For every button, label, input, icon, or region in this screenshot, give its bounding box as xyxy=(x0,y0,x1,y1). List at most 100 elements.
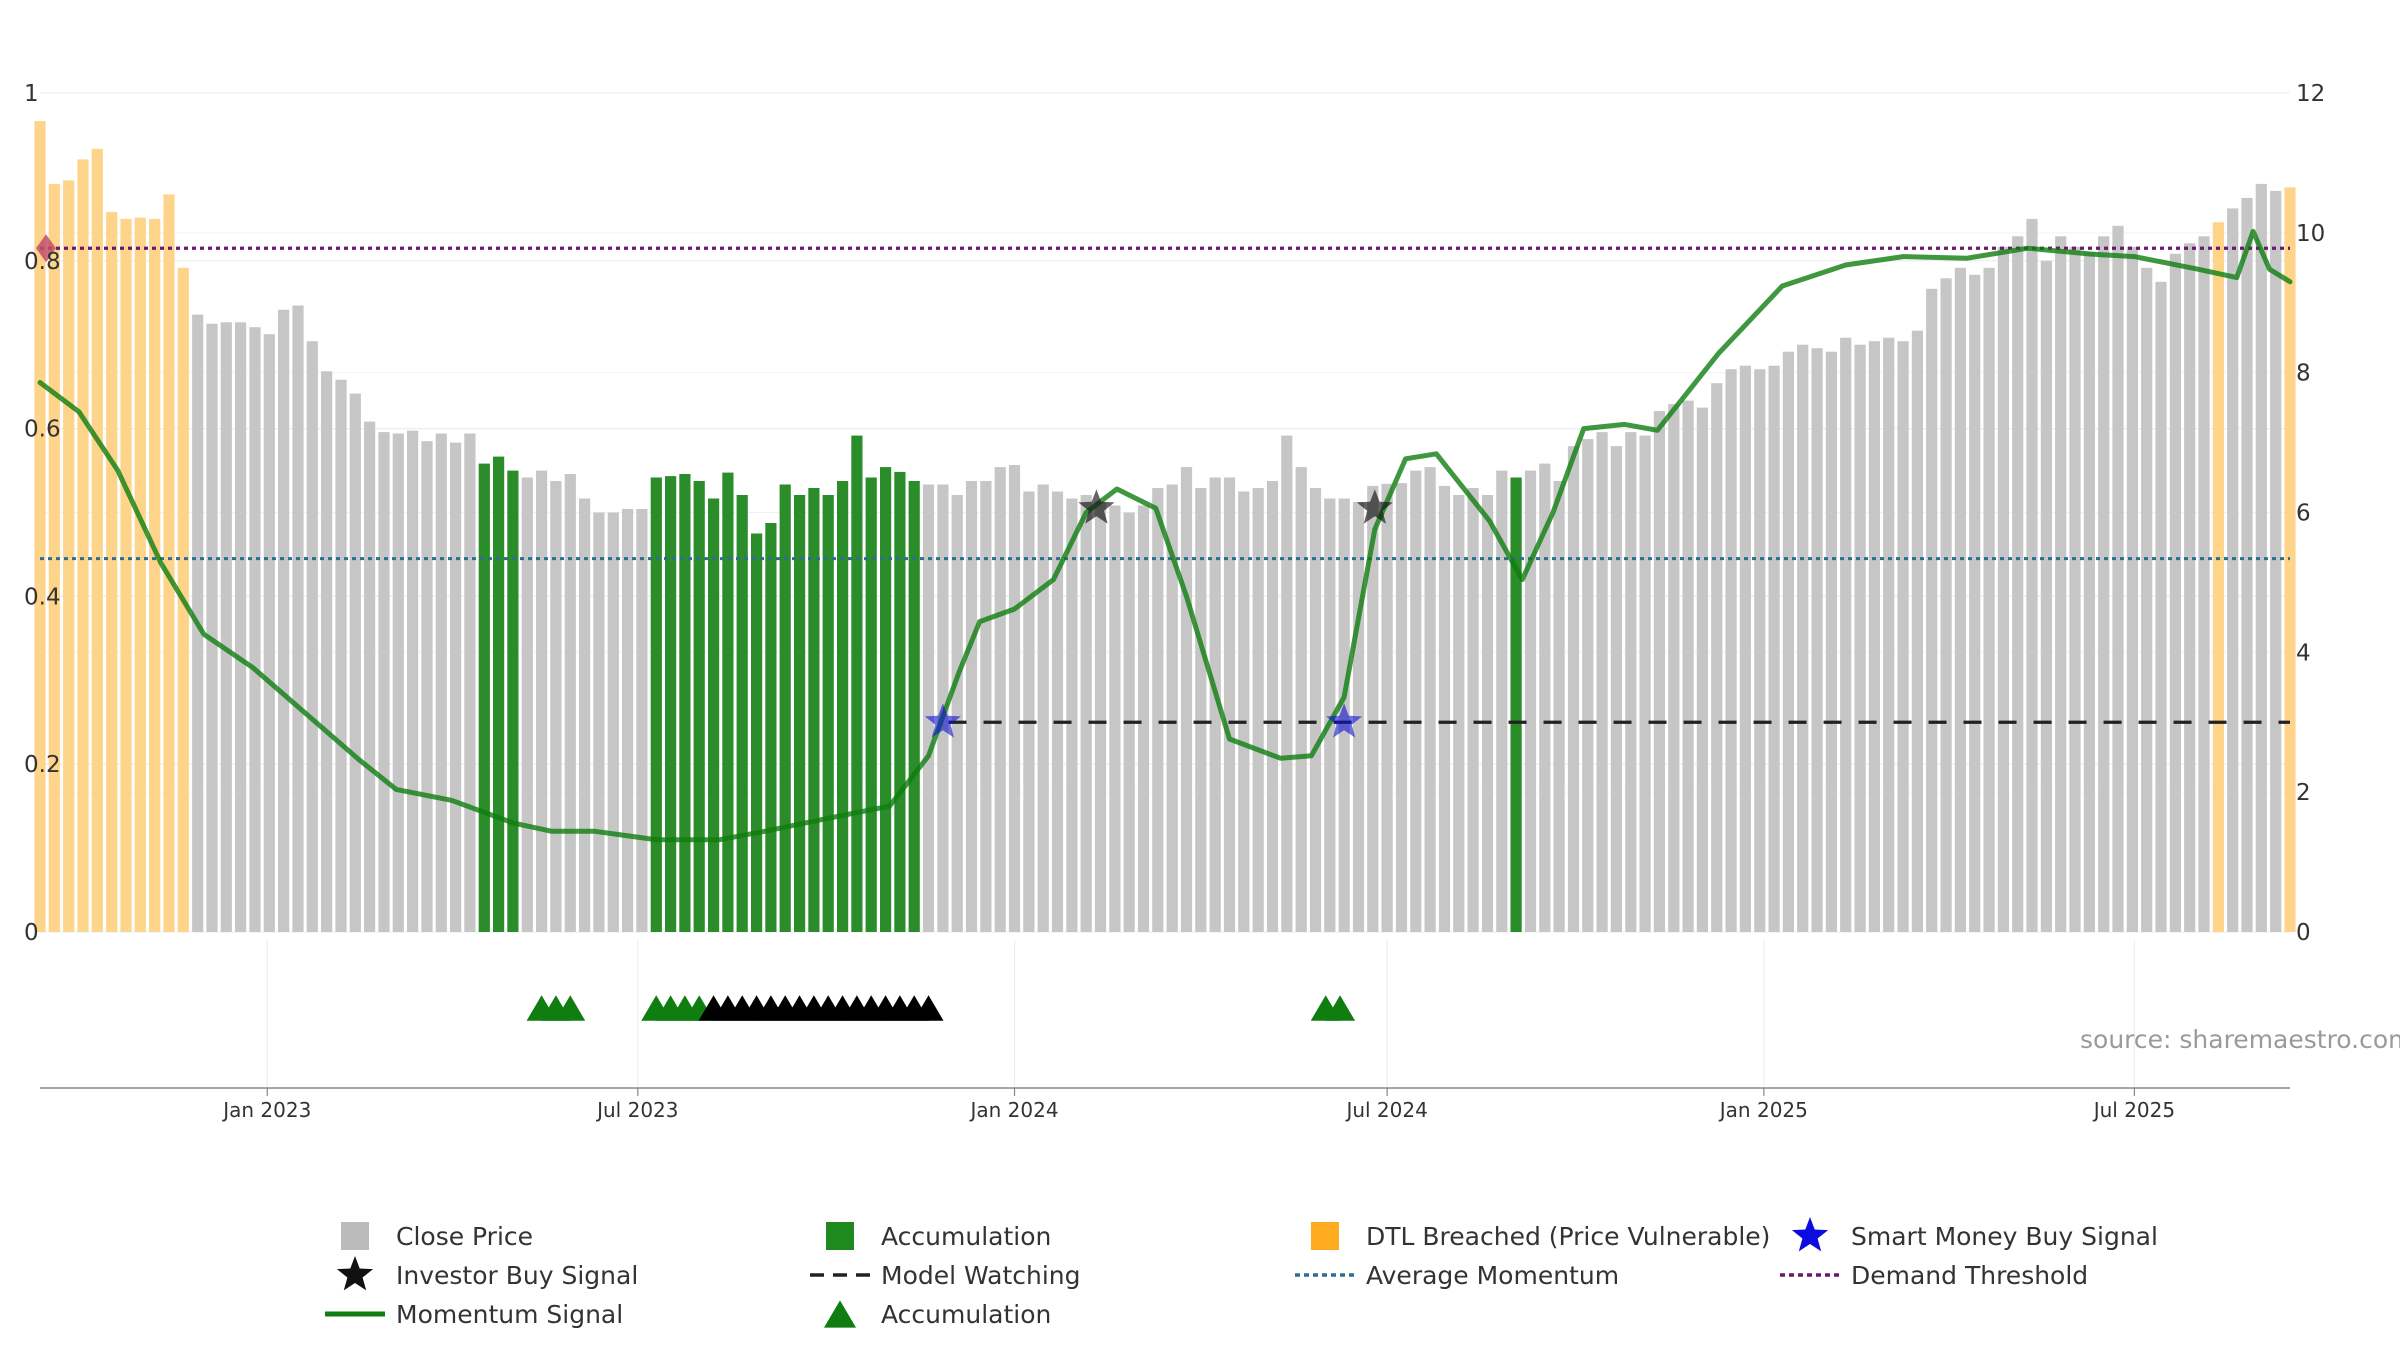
close-price-bar xyxy=(1954,267,1966,932)
close-price-bar xyxy=(1424,467,1436,932)
close-price-bar xyxy=(364,421,376,932)
accumulation-bar xyxy=(708,498,720,932)
legend-label: Investor Buy Signal xyxy=(396,1261,638,1290)
legend-item: Average Momentum xyxy=(1295,1261,1619,1290)
accumulation-bar xyxy=(779,484,791,932)
smart-money-buy-signal xyxy=(924,703,961,738)
demand-threshold-marker xyxy=(36,234,56,263)
close-price-bar xyxy=(2141,267,2153,932)
legend-item: Investor Buy Signal xyxy=(336,1256,638,1291)
close-price-bar xyxy=(1166,484,1178,932)
accumulation-marker xyxy=(1325,995,1356,1021)
x-tick-label: Jan 2023 xyxy=(221,1098,311,1122)
close-price-bar xyxy=(1008,465,1021,932)
close-price-bar xyxy=(2241,197,2253,932)
close-price-bar xyxy=(994,467,1006,932)
accumulation-bar xyxy=(493,456,505,932)
close-price-bar xyxy=(1195,488,1207,932)
close-price-bar xyxy=(2055,236,2067,933)
close-price-bar xyxy=(292,305,304,932)
close-price-bar xyxy=(1582,439,1594,932)
close-price-bar xyxy=(1109,505,1121,932)
close-price-bar xyxy=(2126,246,2138,933)
close-price-bar xyxy=(1051,491,1064,932)
legend-label: Smart Money Buy Signal xyxy=(1851,1222,2158,1251)
close-price-bar xyxy=(1209,477,1221,932)
close-price-bar xyxy=(1639,435,1651,932)
close-price-bar xyxy=(378,432,390,932)
accumulation-bar xyxy=(507,470,519,932)
accumulation-bar xyxy=(751,533,763,932)
close-price-bar xyxy=(980,481,992,932)
dtl-breached-bar xyxy=(149,218,161,932)
dtl-breached-bar xyxy=(163,194,175,932)
right-tick-label: 0 xyxy=(2296,920,2311,946)
legend-item: Close Price xyxy=(341,1222,533,1251)
close-price-bar xyxy=(1696,407,1708,933)
close-price-bar xyxy=(1840,337,1852,932)
left-tick-label: 0.8 xyxy=(24,249,61,275)
close-price-bar xyxy=(1653,411,1665,933)
legend-item: Smart Money Buy Signal xyxy=(1791,1217,2158,1252)
close-price-bar xyxy=(1596,432,1608,932)
legend-item: Model Watching xyxy=(810,1261,1081,1290)
accumulation-bar xyxy=(736,495,748,932)
close-price-bar xyxy=(1080,495,1092,932)
close-price-bar xyxy=(450,442,462,932)
close-price-bar xyxy=(1610,446,1622,932)
close-price-bar xyxy=(278,309,290,932)
legend-label: Demand Threshold xyxy=(1851,1261,2088,1290)
legend-triangle-icon xyxy=(824,1300,856,1328)
dtl-breached-bar xyxy=(134,217,146,932)
legend-star-icon xyxy=(336,1256,374,1291)
close-price-bar xyxy=(536,470,548,932)
dtl-breached-bar xyxy=(34,121,46,932)
close-price-bar xyxy=(1625,432,1637,932)
close-price-bar xyxy=(1524,470,1537,932)
close-price-bar xyxy=(2184,243,2196,933)
legend-item: Accumulation xyxy=(824,1300,1051,1329)
close-price-bar xyxy=(1481,495,1494,932)
x-tick-label: Jul 2024 xyxy=(1344,1098,1427,1122)
legend-label: DTL Breached (Price Vulnerable) xyxy=(1366,1222,1770,1251)
close-price-bar xyxy=(1868,341,1880,932)
close-price-bar xyxy=(1811,348,1823,932)
price-bars xyxy=(34,121,2296,933)
close-price-bar xyxy=(1094,502,1107,932)
close-price-bar xyxy=(1883,337,1895,932)
close-price-bar xyxy=(2227,208,2239,932)
legend-square-icon xyxy=(341,1222,369,1250)
close-price-bar xyxy=(1496,470,1508,932)
accumulation-bar xyxy=(794,495,806,932)
legend-square-icon xyxy=(826,1222,854,1250)
legend-label: Accumulation xyxy=(881,1222,1051,1251)
close-price-bar xyxy=(1037,484,1049,932)
accumulation-bar xyxy=(865,477,877,932)
accumulation-bar xyxy=(908,481,920,932)
accumulation-bar xyxy=(880,467,892,932)
accumulation-bar xyxy=(665,476,677,932)
legend-label: Accumulation xyxy=(881,1300,1051,1329)
close-price-bar xyxy=(965,481,978,932)
dtl-breached-bar xyxy=(77,159,89,932)
right-tick-label: 6 xyxy=(2296,501,2311,527)
right-tick-label: 4 xyxy=(2296,640,2311,666)
close-price-bar xyxy=(1137,505,1150,932)
close-price-bar xyxy=(2083,252,2095,932)
legend-item: Momentum Signal xyxy=(325,1300,623,1329)
dtl-breached-bar xyxy=(120,218,132,932)
close-price-bar xyxy=(407,430,419,932)
x-tick-label: Jul 2023 xyxy=(595,1098,678,1122)
close-price-bar xyxy=(1911,330,1923,932)
accumulation-bar xyxy=(822,495,834,932)
accumulation-marker xyxy=(913,995,944,1021)
legend-label: Momentum Signal xyxy=(396,1300,623,1329)
investor-buy-signal xyxy=(1078,489,1115,524)
legend-label: Close Price xyxy=(396,1222,533,1251)
close-price-bar xyxy=(1266,481,1279,932)
close-price-bar xyxy=(1711,383,1723,932)
legend-item: DTL Breached (Price Vulnerable) xyxy=(1311,1222,1770,1251)
close-price-bar xyxy=(206,323,218,932)
left-tick-label: 0.4 xyxy=(24,584,61,610)
close-price-bar xyxy=(421,441,433,932)
